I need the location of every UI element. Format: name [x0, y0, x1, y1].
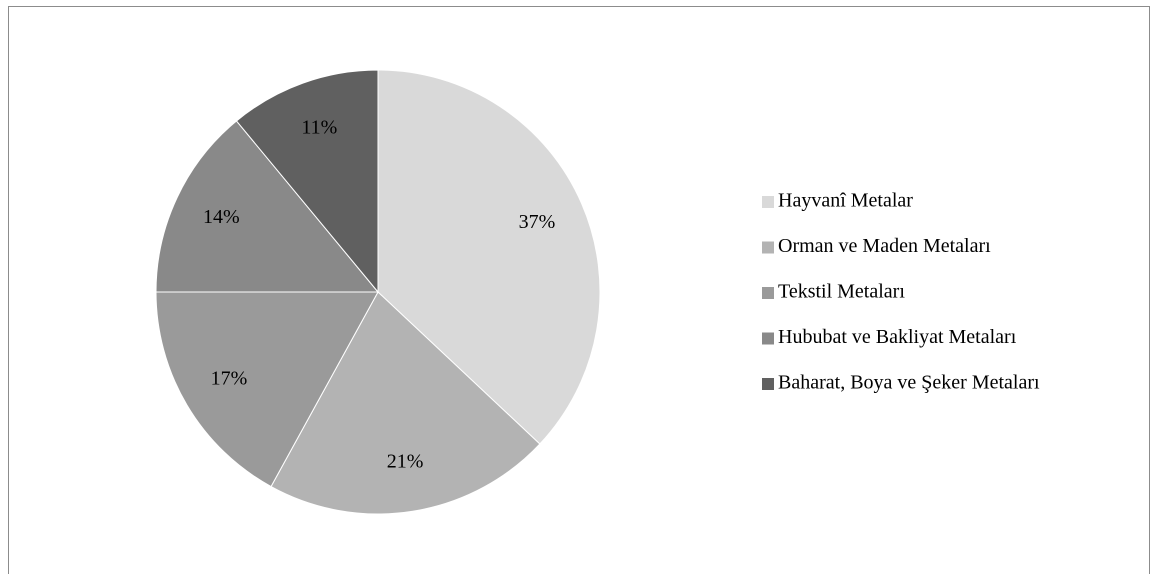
legend-swatch	[762, 332, 774, 345]
chart-frame	[8, 6, 1150, 574]
slice-label: 14%	[203, 206, 240, 228]
pie-slice	[270, 291, 541, 515]
legend-swatch	[762, 196, 774, 208]
pie-slice	[155, 291, 379, 488]
slice-label: 21%	[387, 451, 424, 473]
slice-label: 17%	[211, 368, 248, 390]
legend-swatch	[762, 287, 774, 299]
legend-swatch	[762, 378, 774, 390]
pie-slice	[235, 69, 379, 294]
legend-label: Tekstil Metaları	[778, 281, 905, 303]
slice-label: 37%	[519, 211, 556, 233]
slice-label: 11%	[301, 117, 337, 139]
legend-label: Orman ve Maden Metaları	[778, 235, 991, 257]
legend-label: Baharat, Boya ve Şeker Metaları	[778, 372, 1040, 394]
legend-swatch	[762, 241, 774, 254]
legend-label: Hububat ve Bakliyat Metaları	[778, 326, 1017, 348]
pie-slice	[155, 120, 380, 293]
pie-slice	[377, 69, 601, 445]
legend-label: Hayvanî Metalar	[778, 190, 913, 212]
